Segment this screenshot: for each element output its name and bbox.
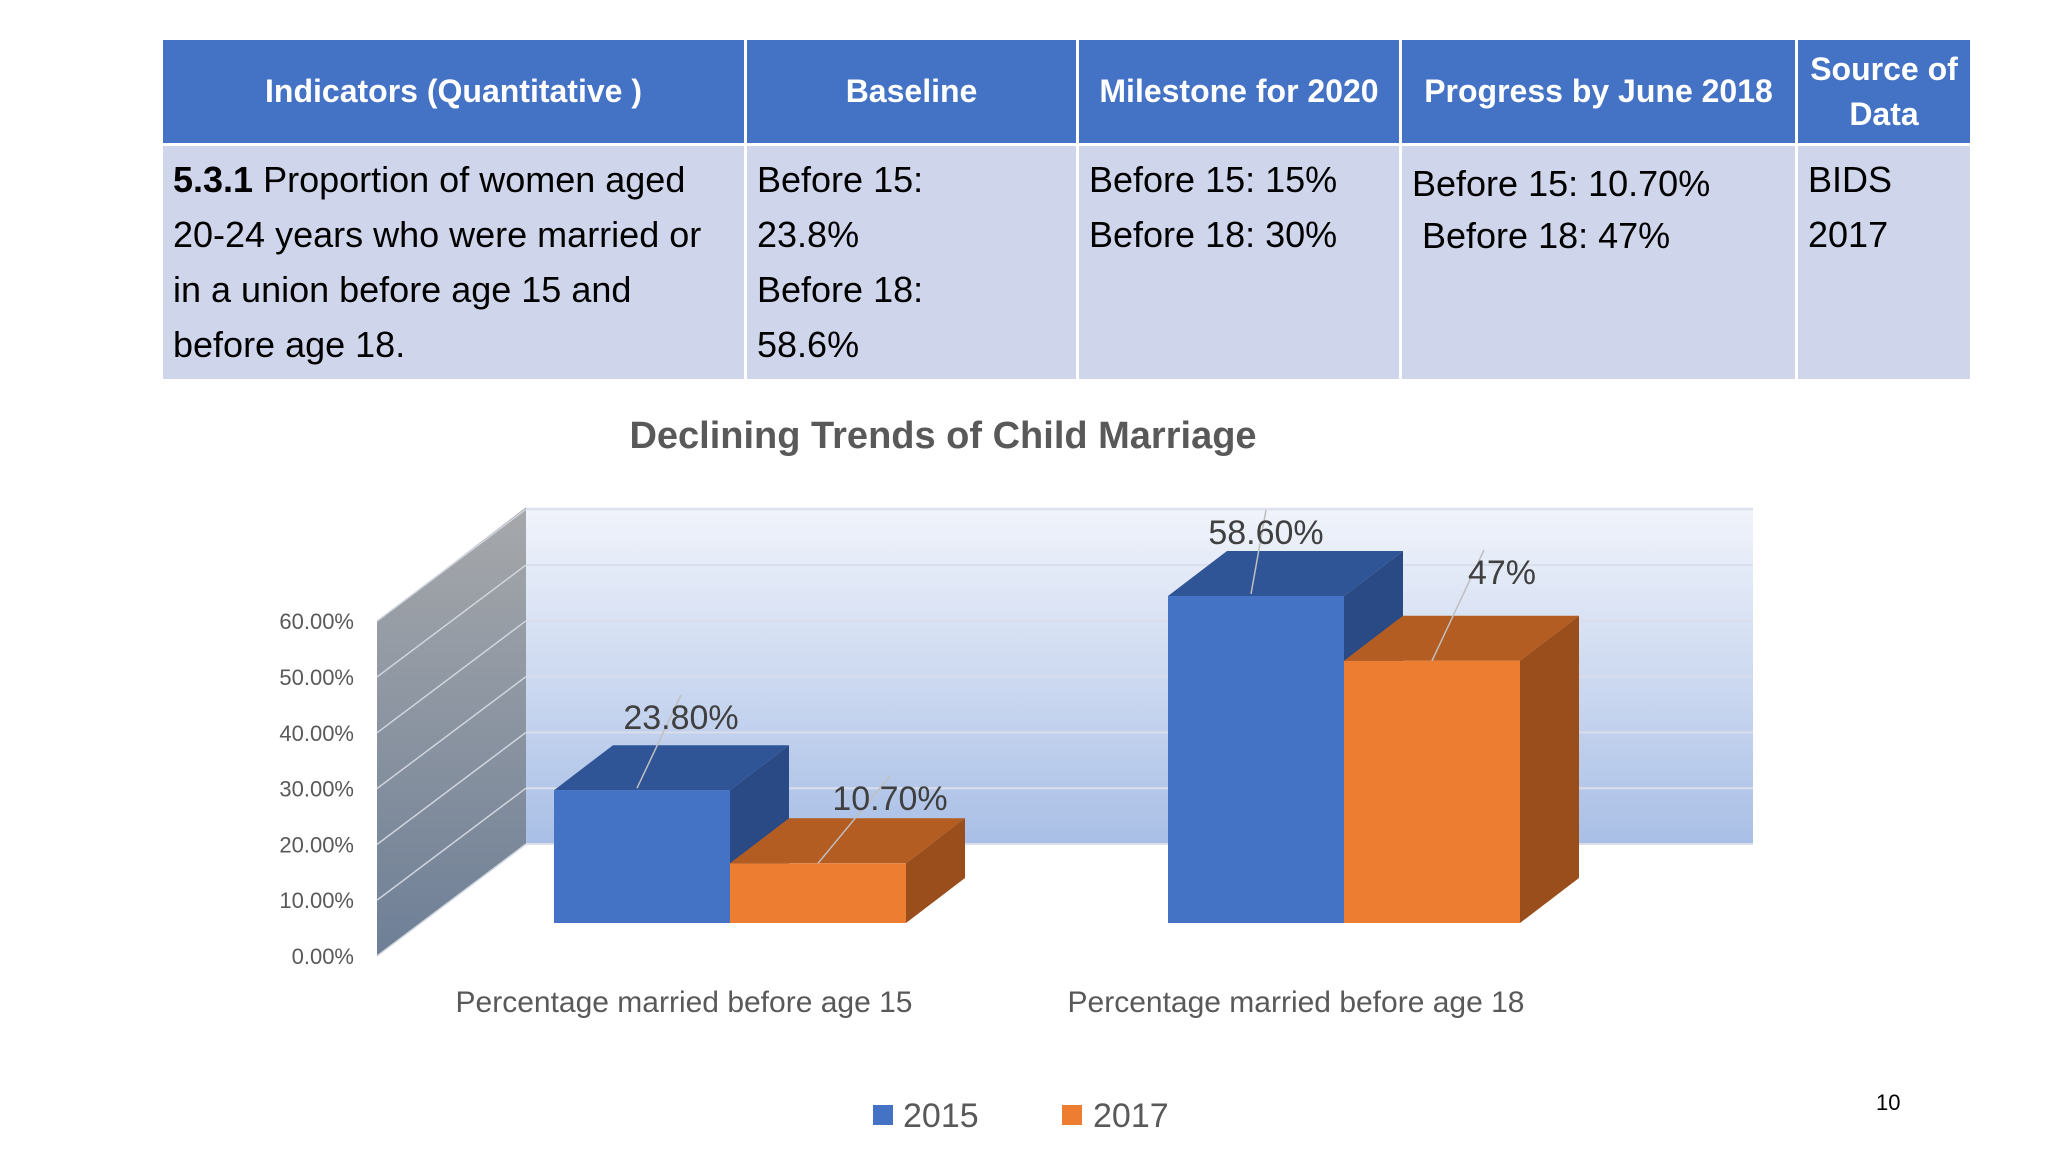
y-tick-label: 0.00% <box>292 944 354 969</box>
legend-label-2015: 2015 <box>903 1097 979 1135</box>
bar-side-2017 <box>906 818 965 923</box>
leader-line <box>1431 549 1485 662</box>
side-gridline <box>376 620 527 734</box>
indicator-table: Indicators (Quantitative ) Baseline Mile… <box>160 37 1973 382</box>
y-tick-label: 50.00% <box>279 665 354 690</box>
milestone-line: Before 18: 30% <box>1089 214 1338 255</box>
indicator-code: 5.3.1 <box>173 159 254 200</box>
bar-2017 <box>730 863 906 923</box>
side-gridline <box>376 787 527 901</box>
side-gridline <box>376 508 527 622</box>
progress-line: Before 18: 47% <box>1422 215 1671 256</box>
bar-top-2015 <box>554 745 789 791</box>
table-row: 5.3.1 Proportion of women aged 20-24 yea… <box>160 143 1973 382</box>
side-gridline <box>376 676 527 790</box>
y-tick-label: 10.00% <box>279 888 354 913</box>
side-wall <box>377 507 526 956</box>
leader-line <box>817 775 891 864</box>
side-gridline <box>376 564 527 678</box>
y-tick-label: 30.00% <box>279 777 354 802</box>
indicator-cell: 5.3.1 Proportion of women aged 20-24 yea… <box>160 143 747 382</box>
page-number: 10 <box>1876 1090 1901 1115</box>
bar-2015 <box>1168 596 1344 923</box>
milestone-line: Before 15: 15% <box>1089 159 1338 200</box>
bar-top-2015 <box>1168 551 1403 597</box>
legend-swatch-2015 <box>873 1105 893 1125</box>
progress-cell: Before 15: 10.70% Before 18: 47% <box>1399 143 1798 382</box>
x-category-label: Percentage married before age 18 <box>1068 986 1525 1019</box>
legend-swatch-2017 <box>1062 1105 1082 1125</box>
header-indicators: Indicators (Quantitative ) <box>160 37 747 146</box>
chart-title: Declining Trends of Child Marriage <box>629 415 1256 457</box>
header-milestone: Milestone for 2020 <box>1076 37 1402 146</box>
baseline-line: 58.6% <box>757 324 860 365</box>
y-tick-label: 60.00% <box>279 609 354 634</box>
source-cell: BIDS 2017 <box>1795 143 1973 382</box>
leader-line <box>1250 509 1267 595</box>
bar-2017 <box>1344 660 1520 923</box>
leader-line <box>636 694 682 789</box>
bar-top-2017 <box>1344 615 1579 661</box>
data-label: 58.60% <box>1208 514 1323 552</box>
baseline-line: Before 18: <box>757 269 924 310</box>
table-header-row: Indicators (Quantitative ) Baseline Mile… <box>160 37 1973 146</box>
header-source: Source of Data <box>1795 37 1973 146</box>
data-label: 10.70% <box>832 780 947 818</box>
data-label: 23.80% <box>623 699 738 737</box>
baseline-cell: Before 15: 23.8% Before 18: 58.6% <box>744 143 1079 382</box>
side-gridline <box>376 843 527 957</box>
header-progress: Progress by June 2018 <box>1399 37 1798 146</box>
indicator-text: Proportion of women aged 20-24 years who… <box>173 159 702 365</box>
baseline-line: Before 15: <box>757 159 924 200</box>
bar-2015 <box>554 790 730 923</box>
bar-top-2017 <box>730 818 965 864</box>
bar-side-2017 <box>1520 615 1579 923</box>
side-gridline <box>376 731 527 845</box>
data-label: 47% <box>1468 554 1536 592</box>
milestone-cell: Before 15: 15% Before 18: 30% <box>1076 143 1402 382</box>
x-category-label: Percentage married before age 15 <box>456 986 913 1019</box>
baseline-line: 23.8% <box>757 214 860 255</box>
progress-line: Before 15: 10.70% <box>1412 163 1711 204</box>
header-baseline: Baseline <box>744 37 1079 146</box>
y-tick-label: 40.00% <box>279 721 354 746</box>
legend-label-2017: 2017 <box>1093 1097 1169 1135</box>
y-tick-label: 20.00% <box>279 832 354 857</box>
